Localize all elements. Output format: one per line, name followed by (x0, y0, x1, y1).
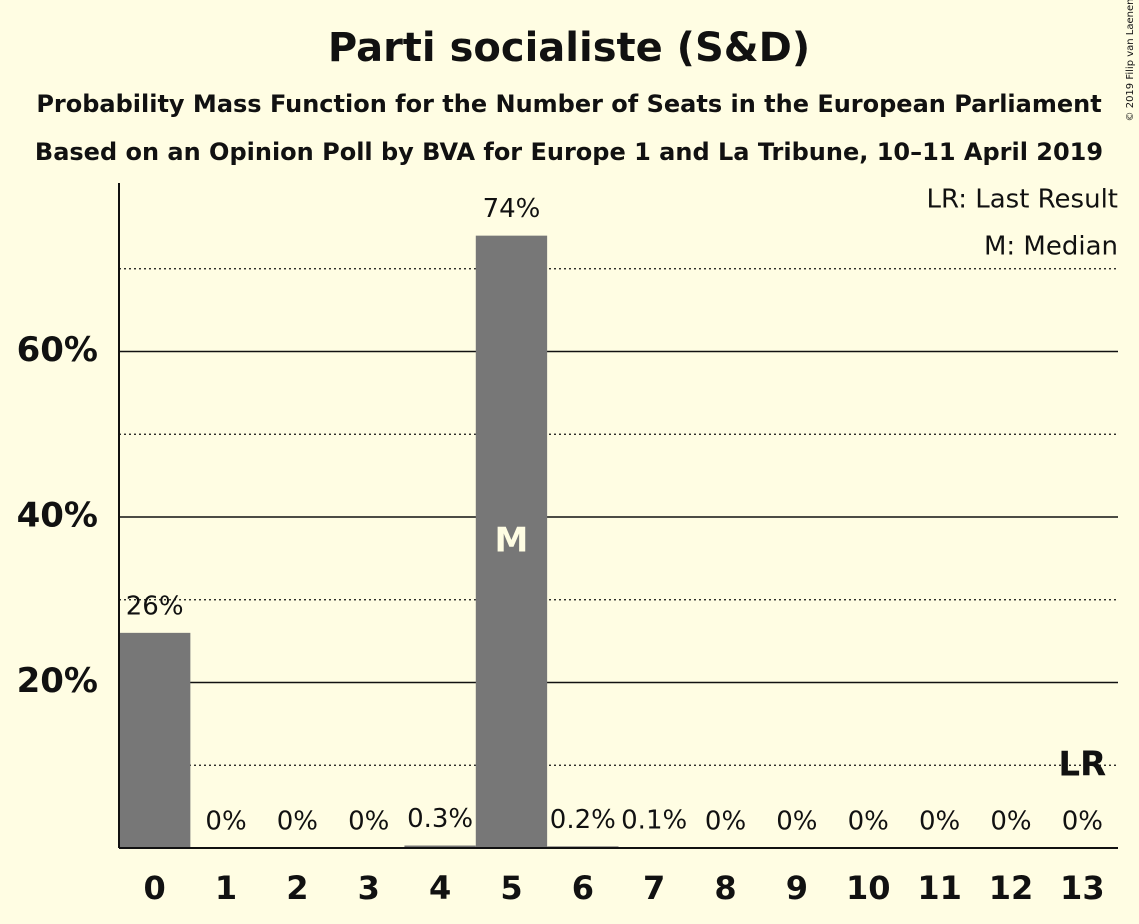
value-label: 0.3% (407, 804, 473, 834)
x-tick-label: 12 (989, 869, 1034, 907)
value-label: 0% (705, 807, 746, 837)
chart-subtitle: Probability Mass Function for the Number… (36, 90, 1101, 118)
value-label: 74% (483, 194, 541, 224)
x-tick-label: 3 (358, 869, 380, 907)
value-label: 0% (848, 807, 889, 837)
legend-entry: M: Median (984, 232, 1118, 262)
last-result-marker: LR (1058, 745, 1106, 785)
legend-entry: LR: Last Result (926, 185, 1118, 215)
x-tick-label: 2 (286, 869, 308, 907)
bar (119, 632, 191, 848)
grid (119, 268, 1118, 766)
value-label: 0% (348, 807, 389, 837)
x-tick-label: 13 (1060, 869, 1105, 907)
x-tick-label: 10 (846, 869, 891, 907)
y-tick-label: 20% (17, 661, 98, 701)
x-tick-label: 7 (643, 869, 665, 907)
y-tick-label: 40% (17, 496, 98, 536)
value-label: 0.1% (621, 806, 687, 836)
value-label: 0% (277, 807, 318, 837)
y-tick-label: 60% (17, 330, 98, 370)
chart-subtitle: Based on an Opinion Poll by BVA for Euro… (35, 138, 1103, 166)
value-label: 0% (990, 807, 1031, 837)
chart-title: Parti socialiste (S&D) (328, 25, 810, 71)
x-tick-label: 1 (215, 869, 237, 907)
bar (475, 235, 548, 848)
copyright: © 2019 Filip van Laenen (1125, 0, 1136, 121)
x-tick-label: 11 (917, 869, 962, 907)
x-tick-label: 9 (786, 869, 808, 907)
marks (119, 235, 690, 848)
value-label: 0% (776, 807, 817, 837)
bar (404, 845, 476, 848)
median-marker: M (495, 520, 529, 560)
x-tick-label: 4 (429, 869, 451, 907)
x-tick-label: 5 (500, 869, 522, 907)
x-tick-label: 6 (572, 869, 594, 907)
value-label: 0.2% (550, 805, 616, 835)
x-tick-label: 8 (714, 869, 736, 907)
value-label: 26% (126, 591, 184, 621)
value-label: 0% (1062, 807, 1103, 837)
value-label: 0% (919, 807, 960, 837)
x-tick-label: 0 (144, 869, 166, 907)
value-label: 0% (205, 807, 246, 837)
